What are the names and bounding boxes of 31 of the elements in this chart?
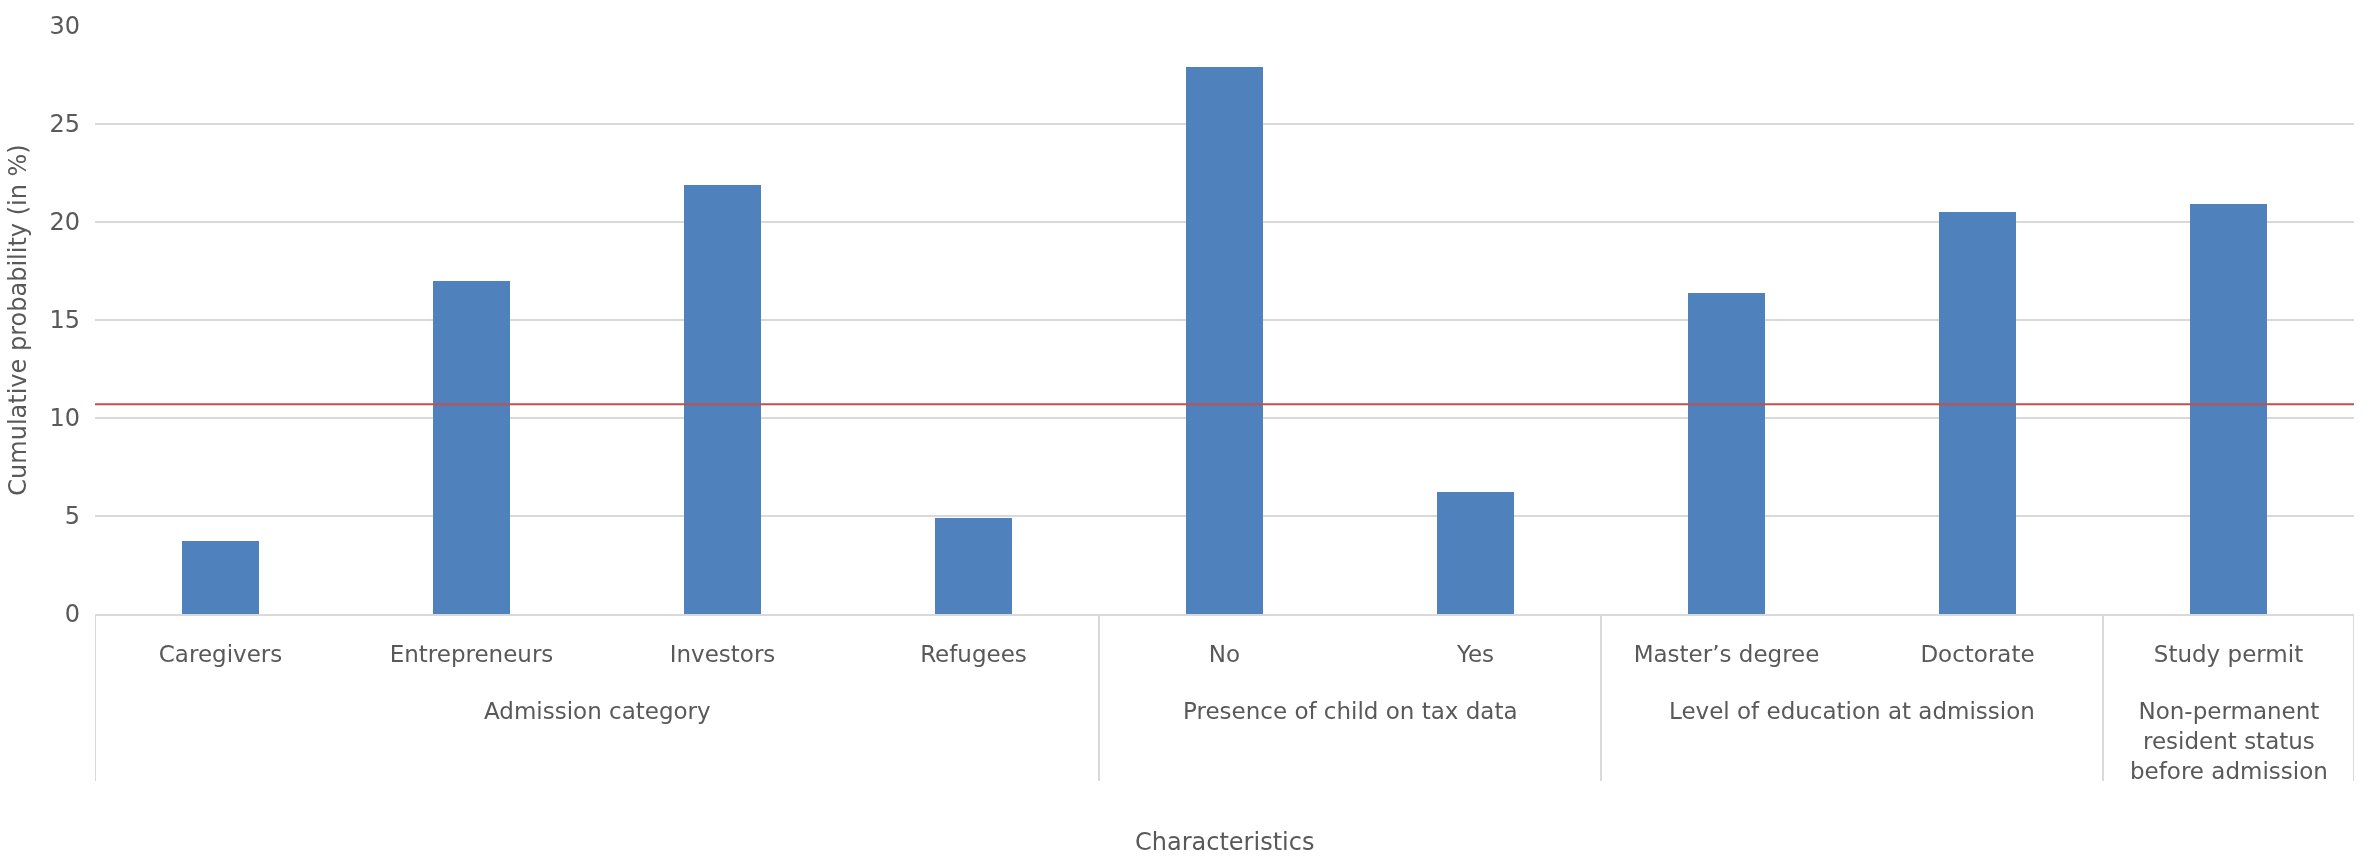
x-tick-label: Yes — [1455, 640, 1495, 667]
bar — [1939, 212, 2016, 614]
text: Non-permanent resident status before admission — [2130, 698, 2328, 784]
x-tick-label: Doctorate — [1920, 640, 2035, 667]
y-axis-title: Cumulative probability (in %) — [3, 144, 32, 496]
bar — [1688, 293, 1765, 614]
y-tick-label: 10 — [49, 404, 80, 433]
y-tick-label: 30 — [49, 12, 80, 41]
x-tick-label: Master’s degree — [1633, 640, 1820, 667]
bar — [1186, 67, 1263, 614]
x-tick-label: Study permit — [2153, 640, 2304, 667]
y-tick-label: 25 — [49, 110, 80, 139]
y-tick-label: 0 — [64, 600, 80, 629]
text: Level of education at admission — [1669, 698, 2035, 724]
bar — [182, 541, 259, 614]
y-tick-label: 5 — [64, 502, 80, 531]
bar — [433, 281, 510, 614]
x-tick-label: No — [1208, 640, 1241, 667]
x-tick-label: Entrepreneurs — [389, 640, 554, 667]
x-tick-label: Caregivers — [158, 640, 283, 667]
text: Admission category — [484, 698, 711, 724]
bar — [935, 518, 1012, 614]
x-tick-label: Investors — [669, 640, 776, 667]
text: Presence of child on tax data — [1183, 698, 1518, 724]
x-tick-label: Refugees — [920, 640, 1027, 667]
bar — [2190, 204, 2267, 614]
bar — [1437, 492, 1514, 614]
text: Characteristics — [1135, 828, 1315, 856]
y-tick-label: 15 — [49, 306, 80, 335]
y-tick-label: 20 — [49, 208, 80, 237]
bar — [684, 185, 761, 614]
